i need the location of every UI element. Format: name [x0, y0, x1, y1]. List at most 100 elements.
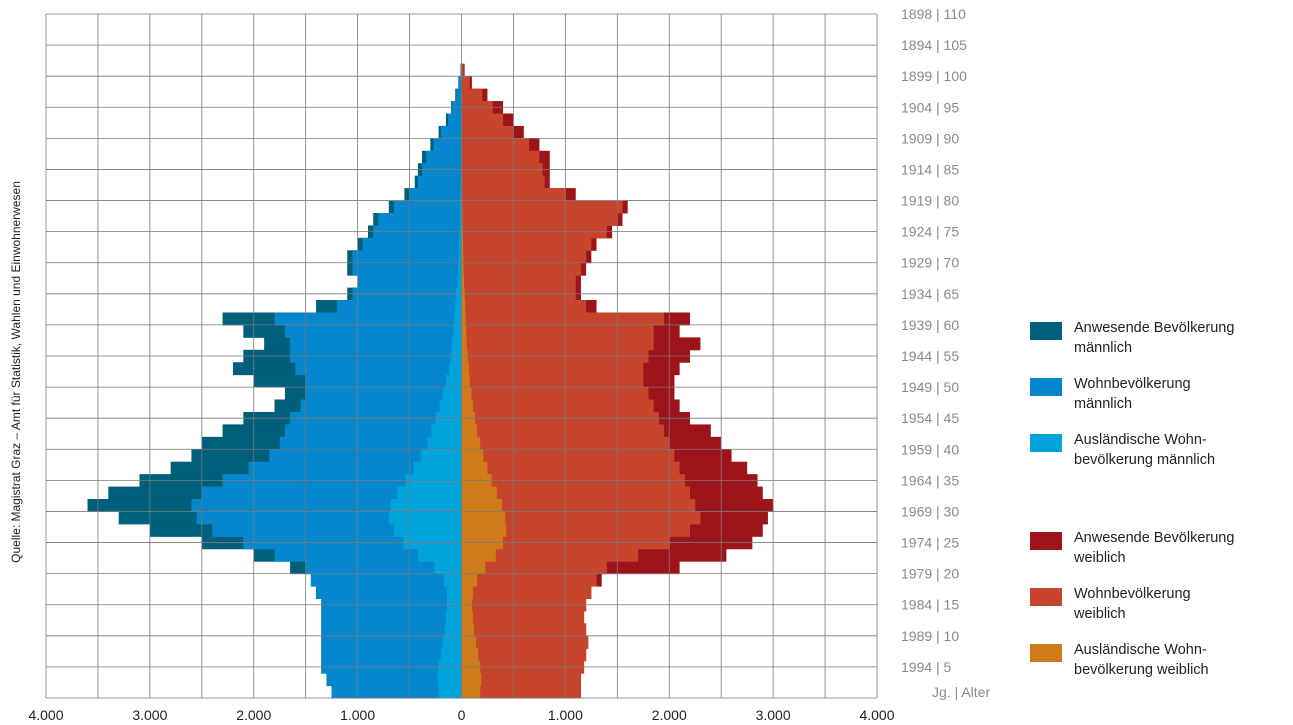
- bar-male-s1-age-88: [433, 138, 462, 152]
- bar-male-s2-age-72: [458, 237, 462, 251]
- bar-female-s4-age-90: [461, 125, 514, 139]
- legend-swatch: [1030, 434, 1062, 452]
- bar-male-s1-age-82: [417, 175, 462, 189]
- y-tick-label: 1989 | 10: [901, 628, 959, 644]
- y-tick-label: 1964 | 35: [901, 472, 959, 488]
- bar-female-s4-age-68: [461, 262, 581, 276]
- bar-female-s4-age-38: [461, 449, 675, 463]
- y-tick-label: 1954 | 45: [901, 410, 959, 426]
- bar-male-s1-age-18: [310, 573, 462, 587]
- y-axis-title: Jg. | Alter: [932, 684, 990, 700]
- bar-male-s1-age-40: [279, 436, 462, 450]
- bar-female-s4-age-66: [461, 275, 576, 289]
- y-tick-label: 1949 | 50: [901, 379, 959, 395]
- bar-female-s4-age-20: [461, 561, 607, 575]
- bar-female-s5-age-20: [461, 561, 486, 575]
- legend-swatch: [1030, 322, 1062, 340]
- y-tick-label: 1939 | 60: [901, 317, 959, 333]
- bar-male-s1-age-96: [456, 88, 462, 102]
- bar-female-s4-age-22: [461, 548, 639, 562]
- pyramid-bars: [87, 63, 774, 699]
- y-tick-label: 1899 | 100: [901, 68, 967, 84]
- bar-female-s4-age-98: [461, 76, 470, 90]
- bar-male-s1-age-90: [440, 125, 462, 139]
- x-tick-label: 3.000: [132, 707, 167, 723]
- y-tick-label: 1979 | 20: [901, 566, 959, 582]
- y-tick-label: 1904 | 95: [901, 99, 959, 115]
- bar-male-s1-age-16: [316, 586, 462, 600]
- y-tick-label: 1994 | 5: [901, 659, 952, 675]
- legend-label: Ausländische Wohn- bevölkerung weiblich: [1074, 642, 1209, 678]
- bar-male-s1-age-20: [305, 561, 462, 575]
- bar-male-s2-age-16: [446, 586, 462, 600]
- bar-male-s1-age-70: [352, 250, 462, 264]
- bar-male-s2-age-8: [442, 635, 462, 649]
- bar-male-s2-age-50: [445, 374, 462, 388]
- bar-male-s1-age-36: [248, 461, 462, 475]
- bar-female-s4-age-26: [461, 523, 691, 537]
- bar-female-s4-age-36: [461, 461, 680, 475]
- bar-female-s5-age-48: [461, 387, 472, 401]
- bar-male-s2-age-68: [457, 262, 462, 276]
- y-tick-label: 1909 | 90: [901, 130, 959, 146]
- y-tick-label: 1894 | 105: [901, 37, 967, 53]
- bar-female-s5-age-62: [461, 300, 466, 313]
- y-tick-label: 1984 | 15: [901, 597, 959, 613]
- bar-male-s1-age-100: [460, 63, 462, 77]
- legend-item: Anwesende Bevölkerung weiblich: [1030, 528, 1290, 578]
- bar-male-s2-age-80: [460, 188, 462, 202]
- bar-female-s4-age-8: [461, 635, 589, 649]
- legend-swatch: [1030, 532, 1062, 550]
- x-axis-ticks: 4.000 3.000 2.000 1.000 0 1.000 2.000 3.000 4.00…: [28, 707, 894, 723]
- bar-female-s4-age-60: [461, 312, 665, 326]
- bar-male-s1-age-52: [295, 362, 462, 376]
- bar-male-s2-age-18: [443, 573, 462, 587]
- bar-female-s4-age-10: [461, 623, 587, 637]
- bar-female-s4-age-18: [461, 573, 597, 587]
- y-tick-label: 1944 | 55: [901, 348, 959, 364]
- bar-male-s1-age-38: [269, 449, 462, 463]
- bar-male-s2-age-42: [431, 424, 462, 438]
- bar-male-s1-age-8: [321, 635, 462, 649]
- bar-male-s1-age-86: [426, 150, 462, 164]
- bar-male-s2-age-70: [458, 250, 462, 264]
- chart-grid: [45, 13, 878, 699]
- bar-male-s1-age-10: [321, 623, 462, 637]
- bar-male-s2-age-58: [453, 324, 462, 338]
- bar-male-s1-age-62: [336, 300, 462, 313]
- y-tick-label: 1969 | 30: [901, 503, 959, 519]
- bar-male-s2-age-22: [417, 548, 462, 562]
- bar-male-s1-age-6: [321, 648, 462, 662]
- x-tick-label: 1.000: [340, 707, 375, 723]
- legend-swatch: [1030, 644, 1062, 662]
- bar-male-s2-age-62: [455, 300, 462, 313]
- bar-male-s1-age-50: [305, 374, 462, 388]
- y-tick-label: 1898 | 110: [901, 6, 966, 22]
- bar-female-s4-age-56: [461, 337, 654, 351]
- bar-female-s5-age-30: [461, 499, 503, 512]
- bar-female-s5-age-78: [461, 200, 463, 214]
- bar-female-s5-age-60: [461, 312, 466, 326]
- legend-label: Ausländische Wohn- bevölkerung männlich: [1074, 432, 1216, 468]
- bar-male-s2-age-20: [434, 561, 462, 575]
- bar-female-s5-age-72: [461, 237, 464, 251]
- bar-female-s4-age-78: [461, 200, 623, 214]
- x-tick-label: 4.000: [28, 707, 63, 723]
- bar-female-s4-age-6: [461, 648, 587, 662]
- x-tick-label: 2.000: [652, 707, 687, 723]
- bar-male-s1-age-22: [274, 548, 462, 562]
- bar-male-s2-age-48: [442, 387, 462, 401]
- bar-female-s5-age-40: [461, 436, 481, 450]
- bar-male-s2-age-52: [449, 362, 462, 376]
- bar-female-s5-age-56: [461, 337, 467, 351]
- bar-female-s5-age-46: [461, 399, 473, 413]
- bar-male-s2-age-6: [440, 648, 462, 662]
- bar-female-s4-age-46: [461, 399, 654, 413]
- bar-female-s4-age-88: [461, 138, 530, 152]
- bar-male-s1-age-98: [458, 76, 462, 90]
- bar-female-s5-age-50: [461, 374, 470, 388]
- bar-male-s1-age-0: [331, 685, 462, 699]
- bar-female-s5-age-0: [461, 685, 481, 699]
- bar-male-s2-age-32: [397, 486, 462, 500]
